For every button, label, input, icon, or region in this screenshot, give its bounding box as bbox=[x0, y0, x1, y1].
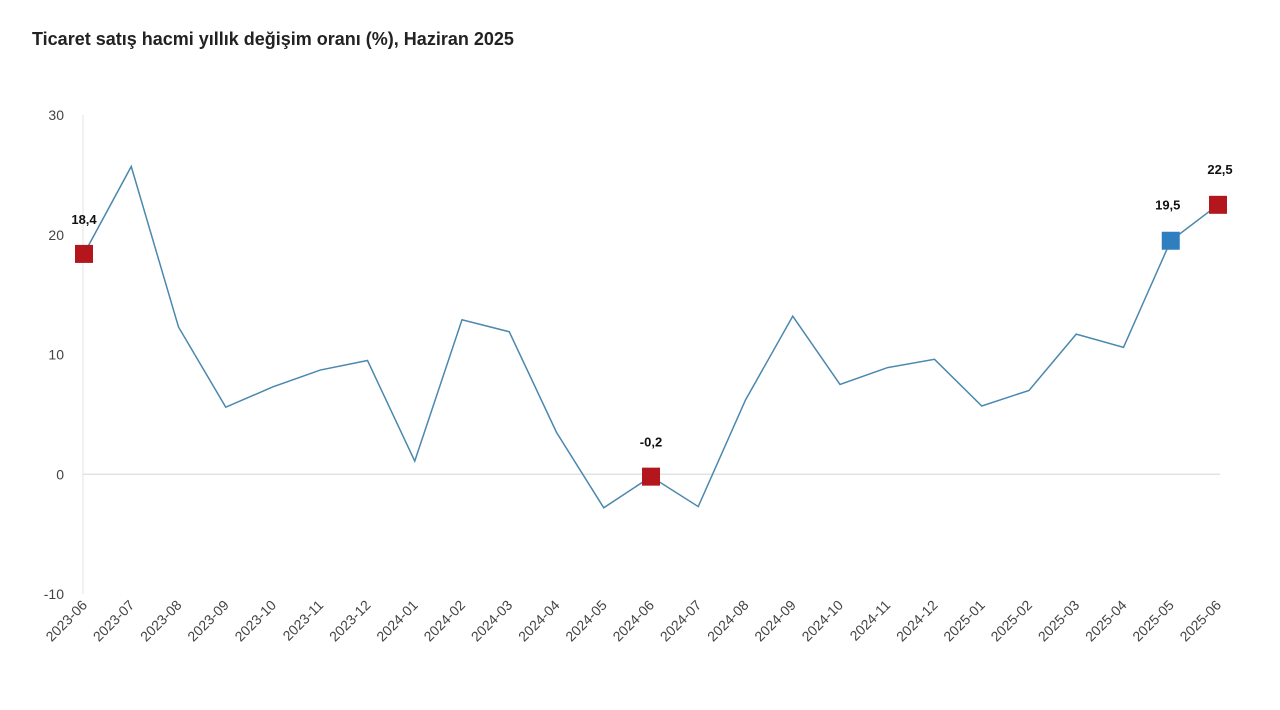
x-tick-label: 2025-06 bbox=[1176, 597, 1224, 645]
x-tick-label: 2024-12 bbox=[893, 597, 941, 645]
x-tick-label: 2024-02 bbox=[420, 597, 468, 645]
data-label: 22,5 bbox=[1207, 162, 1232, 177]
x-tick-label: 2023-12 bbox=[326, 597, 374, 645]
x-tick-label: 2025-01 bbox=[940, 597, 988, 645]
x-tick-label: 2024-10 bbox=[798, 597, 846, 645]
data-label: -0,2 bbox=[640, 435, 662, 450]
y-tick-label: -10 bbox=[44, 586, 64, 602]
x-tick-label: 2023-11 bbox=[279, 597, 326, 644]
highlight-marker bbox=[75, 244, 93, 263]
data-label: 18,4 bbox=[71, 212, 97, 227]
x-tick-label: 2023-09 bbox=[184, 597, 232, 645]
x-tick-label: 2023-10 bbox=[231, 597, 279, 645]
x-tick-label: 2024-09 bbox=[751, 597, 799, 645]
x-tick-label: 2024-01 bbox=[373, 597, 421, 645]
y-tick-label: 20 bbox=[48, 227, 64, 243]
x-tick-label: 2025-03 bbox=[1035, 597, 1083, 645]
x-tick-label: 2024-07 bbox=[657, 597, 705, 645]
chart-title: Ticaret satış hacmi yıllık değişim oranı… bbox=[32, 29, 514, 49]
highlight-marker bbox=[642, 467, 660, 486]
highlight-marker bbox=[1209, 195, 1227, 214]
y-tick-label: 10 bbox=[48, 347, 64, 363]
x-tick-label: 2024-11 bbox=[846, 597, 893, 644]
y-tick-label: 30 bbox=[48, 107, 64, 123]
x-tick-label: 2024-05 bbox=[562, 597, 610, 645]
x-tick-label: 2025-02 bbox=[987, 597, 1035, 645]
highlight-marker bbox=[1161, 231, 1180, 250]
y-tick-label: 0 bbox=[56, 466, 64, 482]
x-tick-label: 2023-08 bbox=[137, 597, 185, 645]
x-tick-label: 2025-05 bbox=[1129, 597, 1177, 645]
x-tick-label: 2025-04 bbox=[1082, 597, 1130, 645]
data-label: 19,5 bbox=[1155, 198, 1180, 213]
x-tick-label: 2023-07 bbox=[90, 597, 138, 645]
x-tick-label: 2024-03 bbox=[468, 597, 516, 645]
x-tick-label: 2023-06 bbox=[42, 597, 90, 645]
x-tick-label: 2024-06 bbox=[609, 597, 657, 645]
x-tick-label: 2024-04 bbox=[515, 597, 563, 645]
x-tick-label: 2024-08 bbox=[704, 597, 752, 645]
data-line bbox=[83, 164, 1219, 509]
